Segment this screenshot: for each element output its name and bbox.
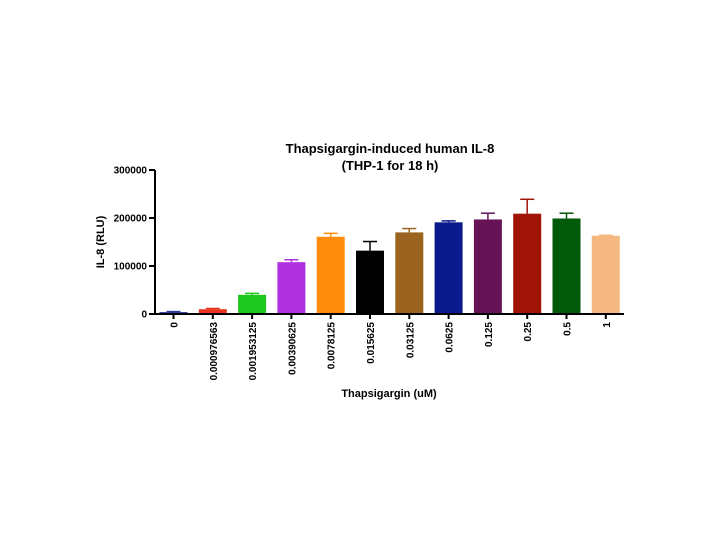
bar-0.00390625 [277, 262, 306, 314]
x-tick-label-0.015625: 0.015625 [366, 322, 377, 364]
chart-title: Thapsigargin-induced human IL-8 [286, 141, 495, 156]
y-axis-ticks: 0 100000 200000 300000 [114, 166, 155, 321]
x-tick-label-0.5: 0.5 [563, 322, 574, 336]
x-tick-label-0.03125: 0.03125 [405, 322, 416, 359]
y-tick-label-300000: 300000 [114, 166, 148, 177]
y-tick-label-200000: 200000 [114, 214, 148, 225]
x-tick-label-0.125: 0.125 [484, 322, 495, 347]
bar-0.0625 [434, 222, 463, 314]
bar-0.5 [552, 218, 581, 314]
bars-group [159, 213, 620, 314]
bar-0.001953125 [238, 294, 267, 314]
bar-0.125 [473, 219, 502, 314]
bar-0.25 [513, 213, 542, 314]
y-tick-label-100000: 100000 [114, 262, 148, 273]
bar-0.0078125 [316, 236, 345, 314]
x-tick-label-0.001953125: 0.001953125 [248, 322, 259, 381]
chart-subtitle: (THP-1 for 18 h) [342, 158, 439, 173]
bar-0.03125 [395, 232, 424, 314]
x-tick-label-0.0625: 0.0625 [445, 322, 456, 353]
y-tick-label-0: 0 [141, 310, 147, 321]
bar-1 [591, 235, 620, 314]
x-tick-label-0: 0 [170, 322, 181, 328]
x-axis-ticks: 0 0.000976563 0.001953125 0.00390625 0.00781… [170, 314, 613, 380]
error-bars-group [166, 198, 613, 313]
x-axis-label: Thapsigargin (uM) [341, 388, 437, 400]
bar-0.000976563 [198, 309, 227, 314]
x-tick-label-0.0078125: 0.0078125 [327, 322, 338, 370]
x-tick-label-0.000976563: 0.000976563 [209, 322, 220, 381]
x-tick-label-0.00390625: 0.00390625 [287, 322, 298, 375]
bar-0.015625 [356, 250, 384, 314]
x-tick-label-0.25: 0.25 [523, 322, 534, 342]
y-axis-label: IL-8 (RLU) [95, 215, 107, 268]
x-tick-label-1: 1 [602, 322, 613, 328]
